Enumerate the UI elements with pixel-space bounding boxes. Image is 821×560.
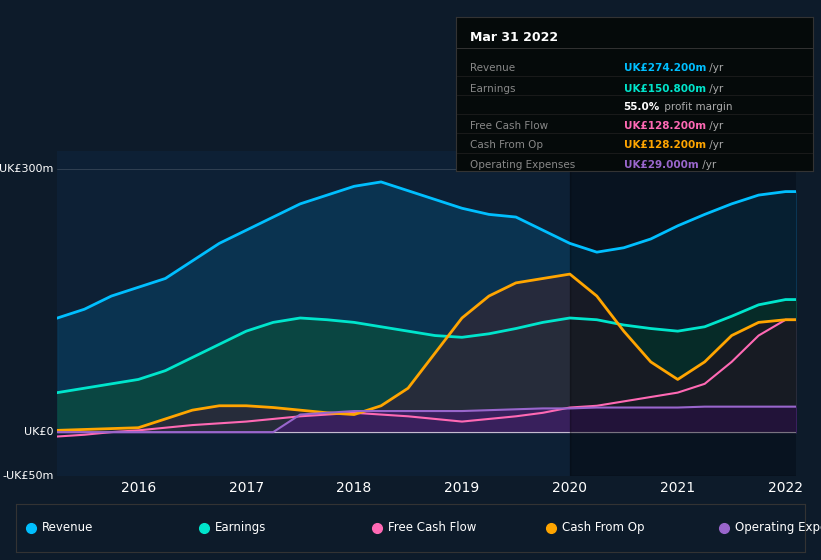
Text: Operating Expenses: Operating Expenses [470, 160, 576, 170]
Text: 55.0%: 55.0% [623, 102, 660, 112]
Text: Free Cash Flow: Free Cash Flow [388, 521, 477, 534]
Text: -UK£50m: -UK£50m [2, 471, 54, 481]
Text: UK£128.200m: UK£128.200m [623, 121, 705, 131]
Text: profit margin: profit margin [661, 102, 732, 112]
Text: UK£274.200m: UK£274.200m [623, 63, 706, 73]
Text: /yr: /yr [706, 141, 723, 151]
Text: Mar 31 2022: Mar 31 2022 [470, 31, 558, 44]
Text: /yr: /yr [706, 121, 723, 131]
Text: Earnings: Earnings [470, 84, 516, 94]
Text: /yr: /yr [706, 84, 723, 94]
Text: UK£300m: UK£300m [0, 164, 54, 174]
Text: Earnings: Earnings [215, 521, 266, 534]
Text: Operating Expenses: Operating Expenses [736, 521, 821, 534]
Text: Revenue: Revenue [470, 63, 515, 73]
Text: Cash From Op: Cash From Op [470, 141, 543, 151]
Bar [570, 151, 802, 476]
Text: Revenue: Revenue [42, 521, 93, 534]
Text: UK£150.800m: UK£150.800m [623, 84, 705, 94]
Text: Cash From Op: Cash From Op [562, 521, 644, 534]
Text: /yr: /yr [706, 63, 723, 73]
Text: UK£0: UK£0 [25, 427, 54, 437]
Text: UK£128.200m: UK£128.200m [623, 141, 705, 151]
Text: UK£29.000m: UK£29.000m [623, 160, 698, 170]
Text: Free Cash Flow: Free Cash Flow [470, 121, 548, 131]
Text: /yr: /yr [699, 160, 716, 170]
